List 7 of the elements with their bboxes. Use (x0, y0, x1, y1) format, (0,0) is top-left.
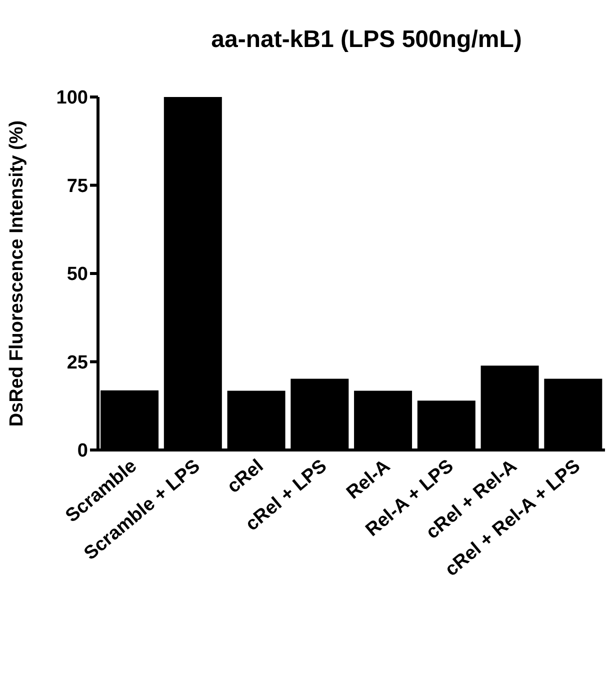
y-tick-label: 0 (77, 440, 88, 462)
y-tick-label: 25 (66, 352, 88, 374)
chart-title: aa-nat-kB1 (LPS 500ng/mL) (210, 26, 523, 54)
y-tick-label: 100 (56, 88, 88, 109)
y-tick-label: 50 (66, 264, 88, 286)
y-axis-title: DsRed Fluorescence Intensity (%) (6, 120, 28, 427)
y-tick-label: 75 (66, 176, 88, 197)
